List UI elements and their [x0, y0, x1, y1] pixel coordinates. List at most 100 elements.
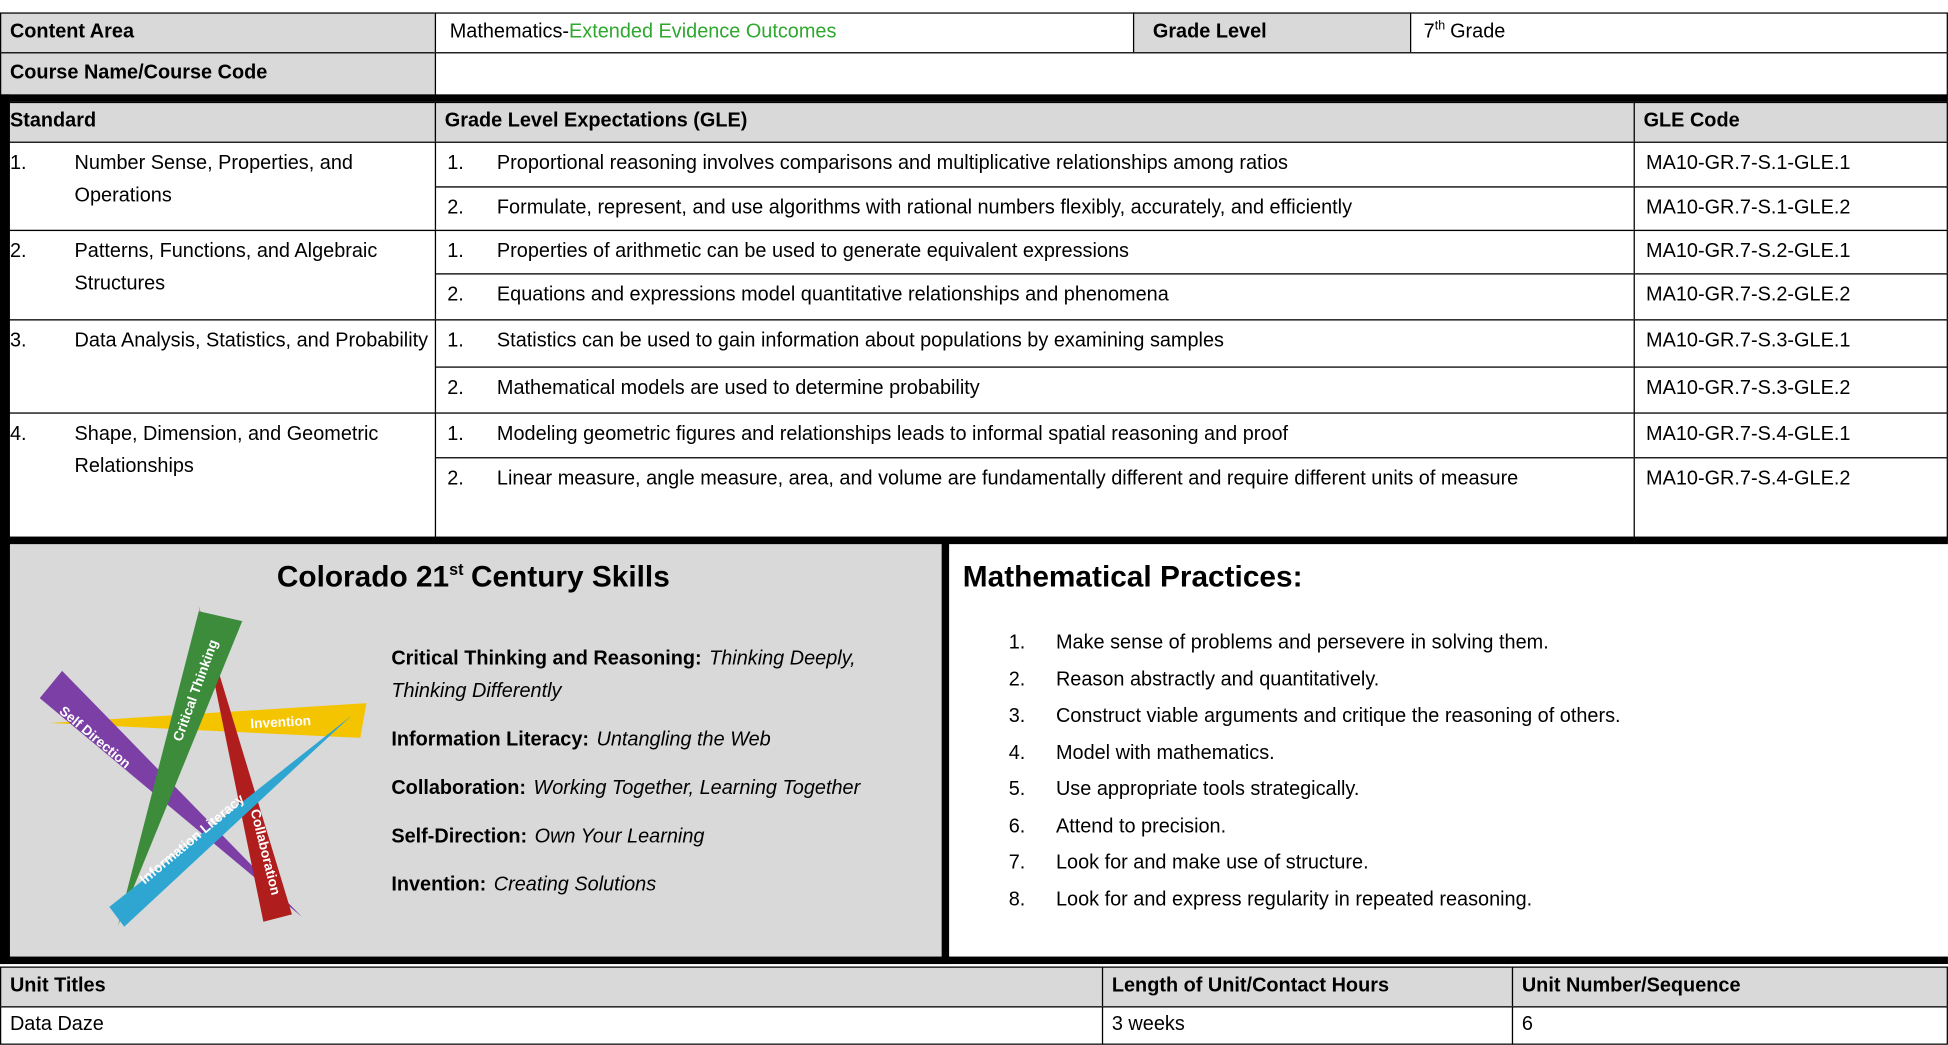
gle-code: MA10-GR.7-S.1-GLE.2	[1646, 197, 1851, 219]
practice-number: 3.	[1008, 705, 1026, 727]
gle-text: Linear measure, angle measure, area, and…	[496, 468, 1519, 490]
cell	[0, 966, 1104, 1008]
gle-number: 1.	[447, 330, 464, 352]
practice-text: Look for and express regularity in repea…	[1055, 888, 1533, 910]
skill-label: Self-Direction:	[391, 826, 528, 848]
unit-cell: 6	[1521, 1013, 1533, 1035]
gle-code: MA10-GR.7-S.3-GLE.1	[1646, 330, 1851, 352]
content-area-value: Mathematics-Extended Evidence Outcomes	[450, 16, 837, 48]
cell	[0, 1006, 1104, 1045]
cell	[1633, 412, 1948, 459]
standard-number: 3.	[9, 330, 27, 352]
standard-number: 2.	[9, 241, 27, 263]
skills-list: Critical Thinking and Reasoning: Thinking…	[391, 644, 888, 919]
gle-text: Mathematical models are used to determin…	[496, 377, 980, 399]
practice-number: 4.	[1008, 742, 1026, 764]
gle-code: MA10-GR.7-S.4-GLE.2	[1646, 468, 1851, 490]
column-header: Standard	[9, 110, 97, 132]
practices-title: Mathematical Practices:	[962, 560, 1303, 594]
gle-code: MA10-GR.7-S.4-GLE.1	[1646, 423, 1851, 445]
practice-number: 8.	[1008, 888, 1026, 910]
graphic-label: Invention	[250, 713, 311, 731]
gle-code: MA10-GR.7-S.1-GLE.1	[1646, 152, 1851, 174]
text: 7	[1423, 21, 1435, 43]
cell	[1633, 101, 1948, 143]
skill-item: Information Literacy: Untangling the Web	[391, 724, 888, 756]
divider	[941, 539, 950, 962]
skill-description: Working Together, Learning Together	[533, 777, 861, 799]
gle-text: Properties of arithmetic can be used to …	[496, 241, 1129, 263]
cell	[434, 52, 1948, 96]
invention-spike	[49, 703, 367, 738]
gle-number: 2.	[447, 197, 464, 219]
gle-text: Proportional reasoning involves comparis…	[496, 152, 1288, 174]
practice-text: Look for and make use of structure.	[1055, 852, 1369, 874]
gle-code: MA10-GR.7-S.3-GLE.2	[1646, 377, 1851, 399]
cell	[0, 319, 437, 414]
cell	[434, 319, 1635, 368]
skill-item: Collaboration: Working Together, Learning…	[391, 773, 888, 805]
cell	[1410, 12, 1948, 54]
practice-text: Use appropriate tools strategically.	[1055, 778, 1360, 801]
column-header: Grade Level Expectations (GLE)	[444, 110, 748, 132]
column-header: Unit Titles	[9, 975, 106, 997]
cell	[1633, 229, 1948, 275]
skill-label: Information Literacy:	[391, 729, 590, 751]
practice-number: 7.	[1008, 852, 1026, 874]
cell	[1633, 273, 1948, 321]
gle-number: 2.	[447, 284, 464, 306]
column-header: Unit Number/Sequence	[1521, 975, 1741, 997]
skill-description: Untangling the Web	[596, 729, 771, 751]
information-literacy-spike	[109, 715, 352, 927]
standard-name: Shape, Dimension, and Geometric Relation…	[74, 423, 379, 478]
column-header: GLE Code	[1643, 110, 1740, 132]
practice-text: Attend to precision.	[1055, 815, 1227, 837]
label: Content Area	[9, 21, 134, 43]
practice-text: Construct viable arguments and critique …	[1055, 705, 1621, 727]
grade-level-value: 7th Grade	[1424, 16, 1506, 48]
practice-number: 5.	[1008, 778, 1026, 801]
text: Century Skills	[470, 560, 670, 594]
practice-number: 2.	[1008, 668, 1026, 691]
gle-code: MA10-GR.7-S.2-GLE.2	[1646, 284, 1851, 306]
gle-number: 1.	[447, 241, 464, 263]
gle-number: 1.	[447, 152, 464, 174]
skill-label: Invention:	[391, 874, 487, 896]
skill-item: Self-Direction: Own Your Learning	[391, 821, 888, 853]
text: Mathematics-	[449, 21, 570, 43]
gle-text: Modeling geometric figures and relations…	[496, 423, 1289, 445]
standard-number: 4.	[9, 423, 27, 445]
column-header: Length of Unit/Contact Hours	[1111, 975, 1390, 997]
standard-number: 1.	[9, 152, 27, 174]
practice-number: 6.	[1008, 815, 1026, 837]
cell	[434, 273, 1635, 321]
skill-label: Collaboration:	[391, 777, 527, 799]
unit-cell: Data Daze	[9, 1013, 104, 1035]
skill-item: Invention: Creating Solutions	[391, 870, 888, 902]
gle-code: MA10-GR.7-S.2-GLE.1	[1646, 241, 1851, 263]
cell	[434, 412, 1635, 459]
cell	[1511, 1006, 1948, 1045]
cell	[0, 12, 437, 54]
skill-description: Thinking Deeply, Thinking Differently	[391, 648, 856, 702]
skill-description: Creating Solutions	[493, 874, 657, 896]
cell	[1633, 186, 1948, 232]
skill-label: Critical Thinking and Reasoning:	[391, 648, 702, 670]
unit-cell: 3 weeks	[1111, 1013, 1185, 1035]
text: Colorado 21	[276, 560, 450, 594]
text: st	[449, 560, 464, 579]
text-highlight: Extended Evidence Outcomes	[569, 21, 837, 43]
label: Grade Level	[1152, 21, 1267, 43]
gle-number: 1.	[447, 423, 464, 445]
text: th	[1434, 19, 1446, 34]
gle-text: Statistics can be used to gain informati…	[496, 330, 1224, 352]
cell	[1633, 457, 1948, 538]
skill-item: Critical Thinking and Reasoning: Thinking…	[391, 644, 888, 709]
standard-name: Number Sense, Properties, and Operations	[74, 152, 353, 207]
gle-text: Equations and expressions model quantita…	[496, 284, 1169, 306]
standard-name: Data Analysis, Statistics, and Probabili…	[74, 330, 429, 352]
cell	[434, 366, 1635, 414]
gle-text: Formulate, represent, and use algorithms…	[496, 197, 1353, 219]
